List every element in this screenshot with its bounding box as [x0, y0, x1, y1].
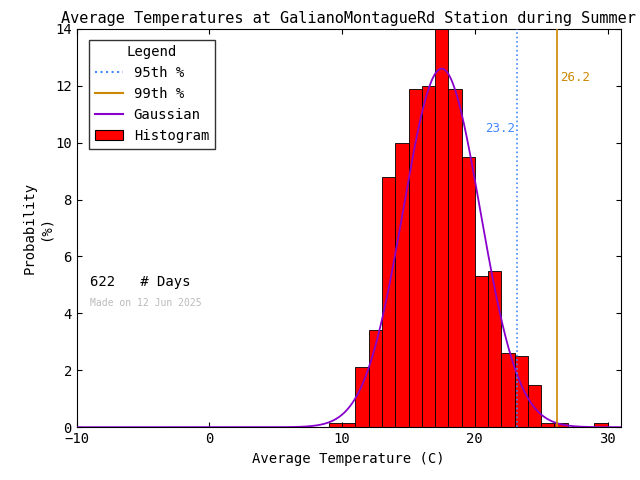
- Bar: [501, 353, 515, 427]
- Bar: [461, 157, 475, 427]
- Bar: [488, 271, 501, 427]
- Bar: [329, 423, 342, 427]
- Bar: [422, 86, 435, 427]
- Bar: [408, 88, 422, 427]
- Text: 622   # Days: 622 # Days: [90, 275, 191, 289]
- Bar: [448, 88, 461, 427]
- Bar: [396, 143, 408, 427]
- Bar: [475, 276, 488, 427]
- Bar: [355, 368, 369, 427]
- Bar: [435, 29, 448, 427]
- Y-axis label: Probability
(%): Probability (%): [22, 182, 52, 274]
- Text: 26.2: 26.2: [560, 71, 590, 84]
- Text: 23.2: 23.2: [485, 122, 515, 135]
- Title: Average Temperatures at GalianoMontagueRd Station during Summer: Average Temperatures at GalianoMontagueR…: [61, 11, 636, 26]
- Bar: [541, 423, 554, 427]
- Text: Made on 12 Jun 2025: Made on 12 Jun 2025: [90, 298, 202, 308]
- Legend: 95th %, 99th %, Gaussian, Histogram: 95th %, 99th %, Gaussian, Histogram: [89, 40, 214, 149]
- X-axis label: Average Temperature (C): Average Temperature (C): [253, 452, 445, 466]
- Bar: [369, 330, 382, 427]
- Bar: [382, 177, 396, 427]
- Bar: [595, 423, 607, 427]
- Bar: [342, 423, 355, 427]
- Bar: [528, 384, 541, 427]
- Bar: [515, 356, 528, 427]
- Bar: [554, 423, 568, 427]
